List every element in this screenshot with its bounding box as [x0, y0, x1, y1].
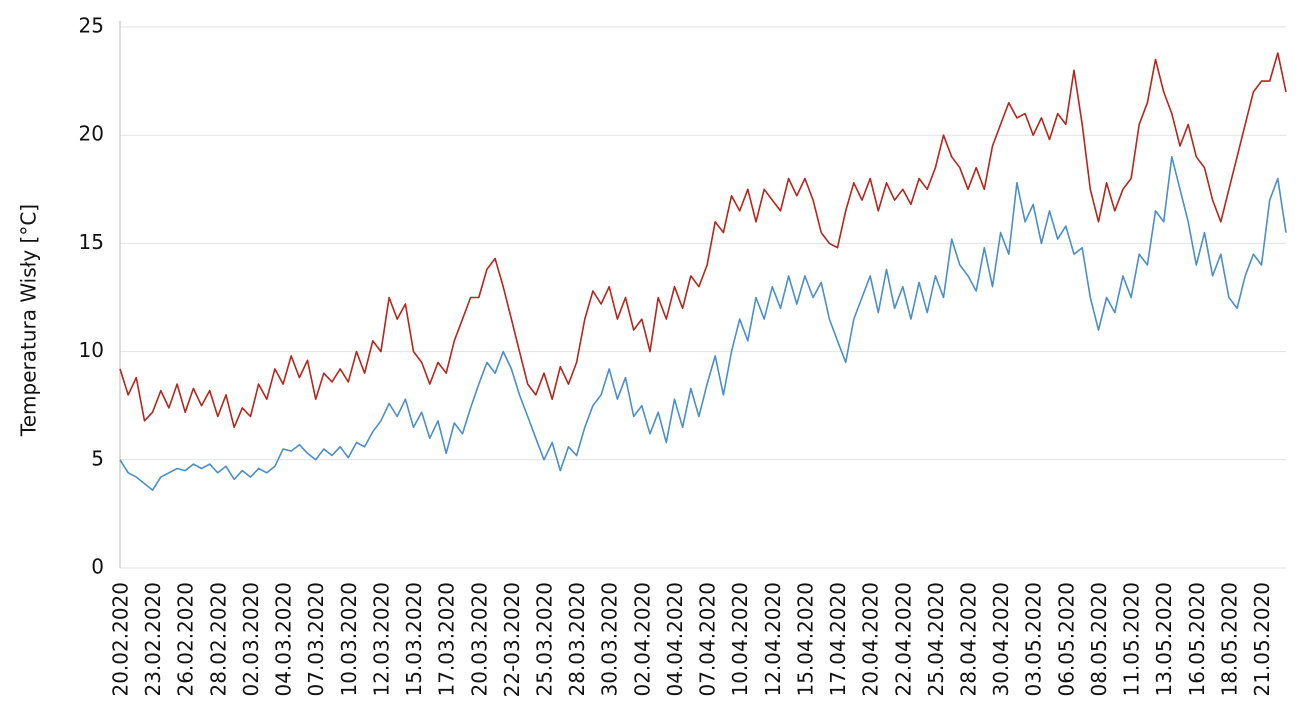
x-tick-label: 07.03.2020 [304, 582, 328, 697]
y-tick-label: 20 [79, 122, 104, 146]
x-tick-label: 15.03.2020 [402, 582, 426, 697]
x-tick-label: 22.04.2020 [891, 582, 915, 697]
x-tick-label: 12.03.2020 [369, 582, 393, 697]
x-tick-label: 23.02.2020 [141, 582, 165, 697]
x-tick-label: 21.05.2020 [1250, 582, 1274, 697]
x-tick-label: 06.05.2020 [1054, 582, 1078, 697]
y-axis-label: Temperatura Wisły [°C] [17, 204, 41, 437]
x-tick-label: 04.03.2020 [272, 582, 296, 697]
x-tick-label: 26.02.2020 [174, 582, 198, 697]
x-tick-label: 20.04.2020 [859, 582, 883, 697]
x-tick-label: 11.05.2020 [1120, 582, 1144, 697]
x-tick-label: 02.03.2020 [239, 582, 263, 697]
x-tick-label: 28.04.2020 [957, 582, 981, 697]
x-tick-label: 04.04.2020 [663, 582, 687, 697]
series-line [119, 156, 1287, 491]
x-tick-label: 17.04.2020 [826, 582, 850, 697]
y-tick-label: 5 [91, 446, 104, 470]
x-tick-label: 15.04.2020 [793, 582, 817, 697]
x-tick-label: 02.04.2020 [630, 582, 654, 697]
x-tick-label: 10.04.2020 [728, 582, 752, 697]
x-tick-label: 25.03.2020 [533, 582, 557, 697]
x-tick-label: 13.05.2020 [1152, 582, 1176, 697]
x-tick-label: 20.03.2020 [467, 582, 491, 697]
x-tick-label: 17.03.2020 [435, 582, 459, 697]
x-tick-label: 18.05.2020 [1217, 582, 1241, 697]
x-tick-label: 28.02.2020 [206, 582, 230, 697]
x-tick-label: 10.03.2020 [337, 582, 361, 697]
x-tick-label: 25.04.2020 [924, 582, 948, 697]
y-tick-label: 10 [79, 338, 104, 362]
x-tick-label: 12.04.2020 [761, 582, 785, 697]
series-line [119, 52, 1287, 429]
x-tick-label: 07.04.2020 [696, 582, 720, 697]
x-tick-label: 28.03.2020 [565, 582, 589, 697]
x-tick-label: 20.02.2020 [109, 582, 133, 697]
y-tick-label: 0 [91, 555, 104, 579]
y-tick-label: 25 [79, 14, 104, 38]
x-tick-label: 30.04.2020 [989, 582, 1013, 697]
x-tick-label: 30.03.2020 [598, 582, 622, 697]
x-tick-label: 08.05.2020 [1087, 582, 1111, 697]
x-tick-label: 16.05.2020 [1185, 582, 1209, 697]
y-tick-label: 15 [79, 230, 104, 254]
x-tick-label: 22-03.2020 [500, 582, 524, 697]
x-tick-label: 03.05.2020 [1022, 582, 1046, 697]
